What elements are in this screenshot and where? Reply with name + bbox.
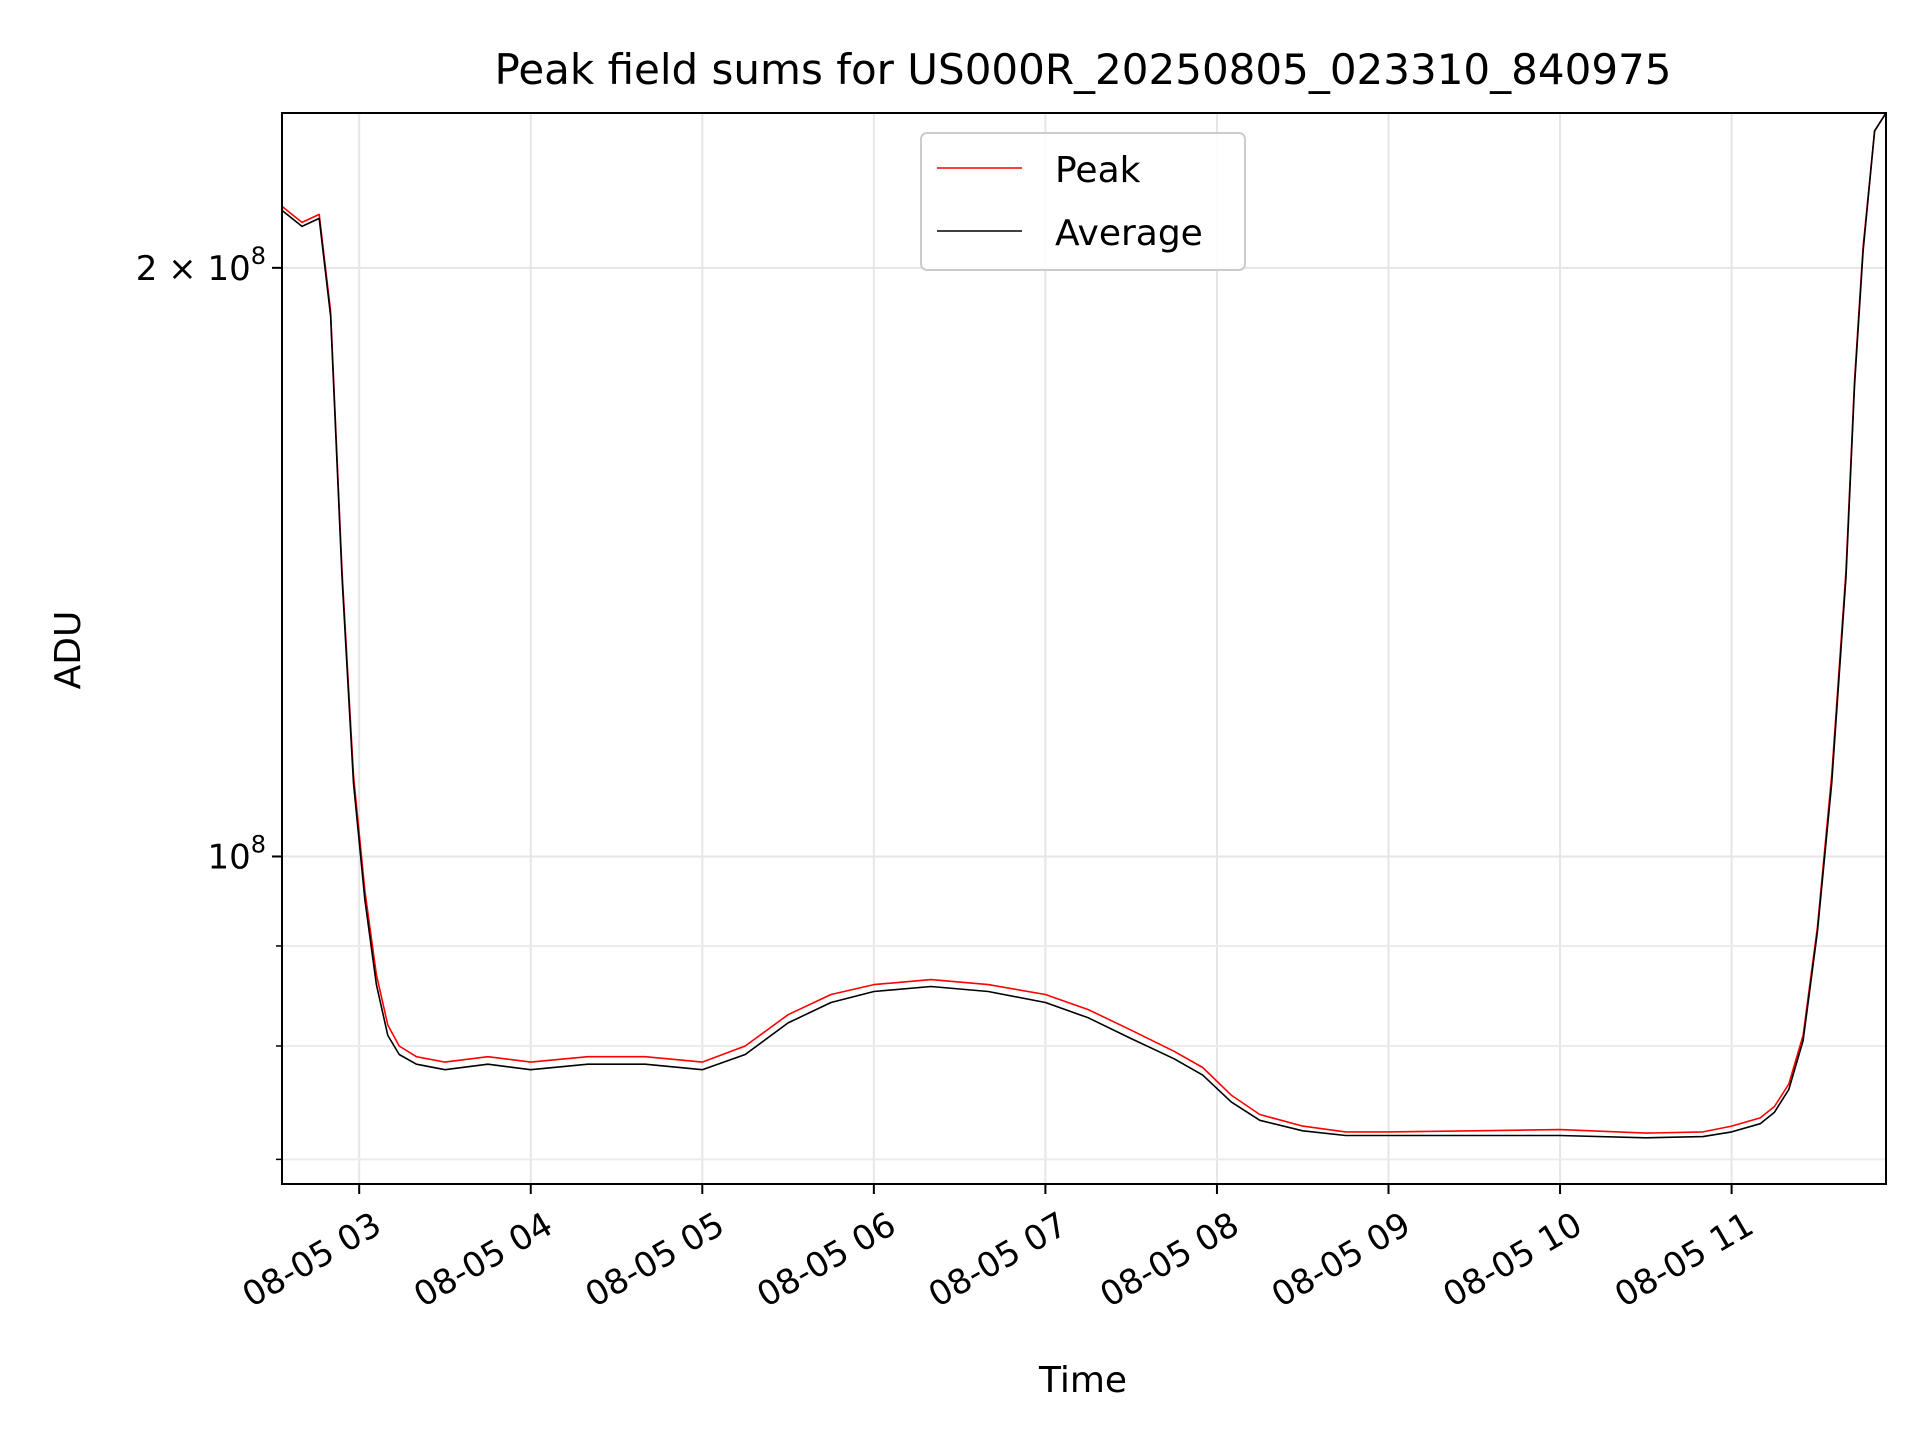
series-line-peak [282, 113, 1886, 1134]
y-tick-label: 2 × 108 [136, 242, 266, 289]
series-line-average [282, 113, 1886, 1139]
plot-frame [281, 112, 1887, 1185]
y-tick-label: 108 [207, 830, 266, 877]
legend-label-peak: Peak [1055, 150, 1141, 191]
chart-title: Peak field sums for US000R_20250805_0233… [495, 45, 1672, 94]
legend: Peak Average [920, 132, 1246, 271]
x-axis-label: Time [1038, 1360, 1127, 1401]
y-axis-ticks: 2 × 108 108 [136, 242, 282, 1161]
series-layer [282, 113, 1886, 1139]
y-axis-label: ADU [48, 611, 89, 690]
legend-label-average: Average [1055, 213, 1203, 254]
